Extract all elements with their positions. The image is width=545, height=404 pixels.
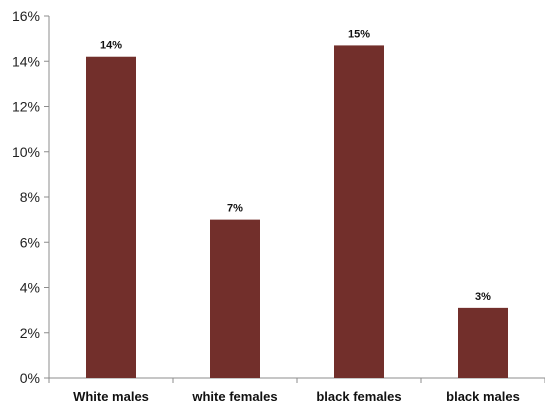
data-label: 14%: [100, 40, 122, 52]
x-category-label: black males: [446, 389, 520, 404]
data-label: 7%: [227, 203, 243, 215]
y-tick-label: 16%: [12, 8, 40, 24]
bar-black-males: [458, 307, 508, 378]
y-tick-label: 10%: [12, 144, 40, 160]
data-label: 15%: [348, 28, 370, 40]
y-tick-label: 4%: [20, 280, 40, 296]
y-tick-label: 12%: [12, 99, 40, 115]
x-category-label: White males: [73, 389, 149, 404]
bar-white-females: [210, 219, 260, 378]
bar-black-females: [334, 45, 384, 378]
y-tick-label: 0%: [20, 370, 40, 386]
bar-white-males: [86, 56, 136, 378]
y-tick-label: 6%: [20, 234, 40, 250]
x-category-label: black females: [316, 389, 401, 404]
y-tick-label: 14%: [12, 53, 40, 69]
data-label: 3%: [475, 291, 491, 303]
y-tick-label: 8%: [20, 189, 40, 205]
y-tick-label: 2%: [20, 325, 40, 341]
x-category-label: white females: [191, 389, 277, 404]
